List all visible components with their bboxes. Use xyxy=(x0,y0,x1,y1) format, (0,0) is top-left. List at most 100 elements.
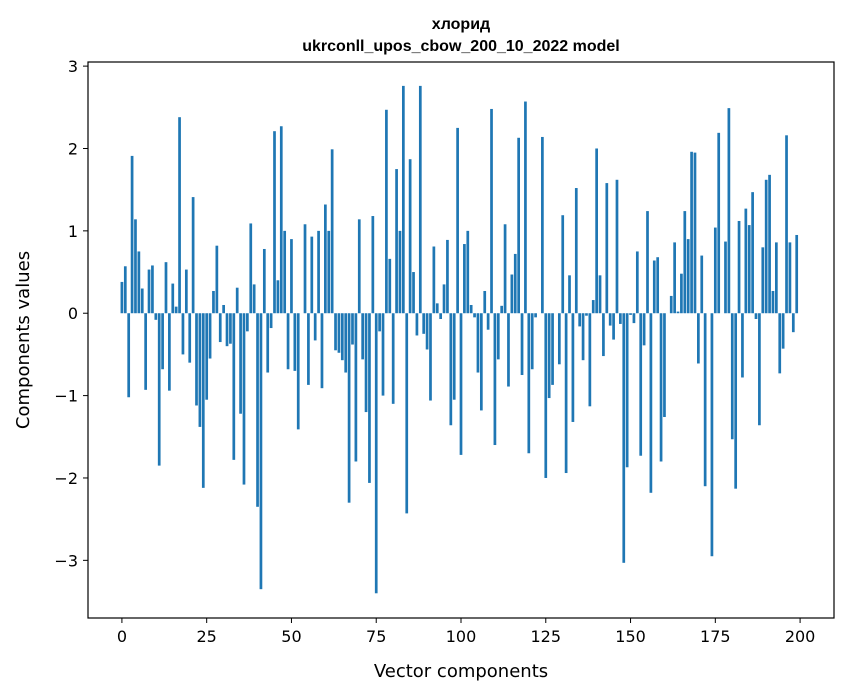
bar-75 xyxy=(374,313,378,594)
bar-65 xyxy=(340,313,344,361)
bar-92 xyxy=(432,246,436,314)
bar-48 xyxy=(283,230,287,314)
y-axis-ticks: −3 −2 −1 0 1 2 3 xyxy=(54,57,88,570)
bar-23 xyxy=(198,313,202,427)
bar-11 xyxy=(157,313,161,466)
bar-113 xyxy=(503,224,507,314)
bar-21 xyxy=(191,197,195,314)
y-tick-label: −3 xyxy=(54,551,78,570)
bar-2 xyxy=(127,313,131,398)
bar-76 xyxy=(378,313,381,332)
bar-175 xyxy=(713,227,717,314)
bar-162 xyxy=(669,295,673,314)
bar-104 xyxy=(473,313,476,318)
bar-49 xyxy=(286,313,290,370)
x-axis-ticks: 0 25 50 75 100 125 150 175 200 xyxy=(117,618,815,646)
bar-164 xyxy=(676,311,680,314)
x-tick-label: 25 xyxy=(197,627,217,646)
y-tick-label: 1 xyxy=(68,222,78,241)
bar-165 xyxy=(680,273,683,314)
bar-184 xyxy=(744,208,748,314)
y-tick-label: 3 xyxy=(68,57,78,76)
bar-82 xyxy=(398,230,402,314)
bar-108 xyxy=(486,313,490,330)
x-axis-label: Vector components xyxy=(374,661,548,682)
bar-38 xyxy=(249,223,253,314)
bar-195 xyxy=(781,313,785,349)
bar-134 xyxy=(574,188,578,314)
bar-54 xyxy=(303,224,307,314)
bar-131 xyxy=(564,313,568,474)
bar-84 xyxy=(405,313,409,514)
bar-158 xyxy=(656,257,660,314)
bar-36 xyxy=(242,313,246,485)
bar-95 xyxy=(442,284,446,314)
bar-179 xyxy=(727,108,731,314)
bar-140 xyxy=(595,148,598,314)
bar-130 xyxy=(561,215,565,314)
bar-116 xyxy=(513,253,517,314)
bar-111 xyxy=(496,313,500,360)
bar-169 xyxy=(693,152,697,314)
bar-22 xyxy=(195,313,198,406)
bar-40 xyxy=(256,313,259,507)
bar-32 xyxy=(229,313,232,344)
bar-98 xyxy=(452,313,456,400)
bar-159 xyxy=(659,313,663,462)
bar-63 xyxy=(334,313,337,351)
bar-103 xyxy=(469,304,473,314)
bar-183 xyxy=(741,313,744,378)
bar-188 xyxy=(758,313,761,426)
bar-125 xyxy=(544,313,548,478)
bar-17 xyxy=(178,117,181,314)
bar-185 xyxy=(747,225,751,314)
y-tick-label: 2 xyxy=(68,139,78,158)
bar-122 xyxy=(534,313,537,318)
chart-title-line2: ukrconll_upos_cbow_200_10_2022 model xyxy=(302,38,619,55)
bar-29 xyxy=(218,313,222,343)
bar-142 xyxy=(602,313,605,357)
bar-163 xyxy=(673,242,676,314)
bar-5 xyxy=(137,251,141,314)
bar-149 xyxy=(625,313,629,468)
bar-14 xyxy=(168,313,171,391)
bar-172 xyxy=(703,313,707,487)
bar-100 xyxy=(459,313,463,455)
bar-20 xyxy=(188,313,192,363)
bar-88 xyxy=(418,85,422,314)
bar-46 xyxy=(276,280,280,314)
bar-156 xyxy=(649,313,653,493)
bar-167 xyxy=(686,239,690,314)
bar-138 xyxy=(588,313,592,407)
y-axis-label: Components values xyxy=(13,251,34,429)
bar-57 xyxy=(313,313,317,341)
bar-148 xyxy=(622,313,626,563)
bar-55 xyxy=(307,313,310,385)
bar-74 xyxy=(371,216,375,314)
bar-35 xyxy=(239,313,242,414)
bar-12 xyxy=(161,313,164,370)
bar-64 xyxy=(337,313,341,353)
x-tick-label: 125 xyxy=(530,627,561,646)
bar-8 xyxy=(147,269,151,314)
bar-120 xyxy=(527,313,531,454)
bar-6 xyxy=(140,288,144,314)
bar-150 xyxy=(629,313,632,315)
bar-133 xyxy=(571,313,575,422)
bar-67 xyxy=(347,313,351,503)
bar-135 xyxy=(578,313,582,327)
bar-51 xyxy=(293,313,297,371)
bar-93 xyxy=(435,303,439,314)
bar-154 xyxy=(642,313,646,346)
bar-191 xyxy=(768,174,771,314)
bar-31 xyxy=(225,313,229,347)
bar-3 xyxy=(130,155,134,314)
bar-127 xyxy=(551,313,554,385)
bar-145 xyxy=(612,313,615,340)
bar-71 xyxy=(361,313,365,360)
bar-66 xyxy=(344,313,348,373)
bar-1 xyxy=(123,266,127,314)
chart-title-line1: хлорид xyxy=(432,16,490,33)
bar-58 xyxy=(317,230,320,314)
